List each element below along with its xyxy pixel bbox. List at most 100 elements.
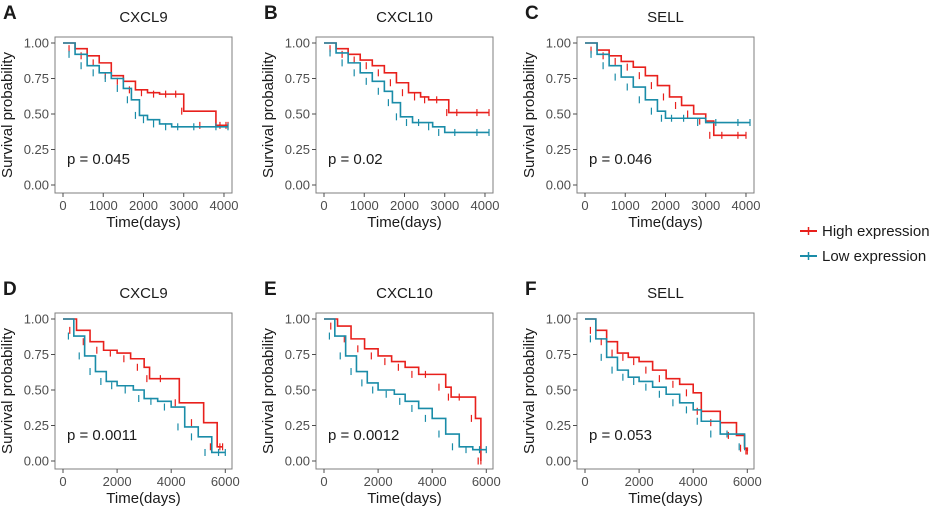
x-tick-label: 0 (320, 474, 327, 489)
y-tick-label: 0.50 (24, 383, 49, 398)
p-value-a: p = 0.045 (67, 151, 130, 168)
y-tick-label: 0.75 (285, 71, 310, 86)
y-tick-label: 1.00 (285, 312, 310, 327)
survival-curve-low-d (63, 318, 226, 454)
panel-title-b: CXCL10 (376, 9, 433, 26)
legend-item-high: High expression (800, 223, 930, 240)
y-axis-title-b: Survival probability (260, 52, 277, 178)
panel-title-a: CXCL9 (119, 9, 167, 26)
y-tick-label: 1.00 (546, 312, 571, 327)
y-tick-label: 1.00 (285, 36, 310, 51)
x-axis-title-a: Time(days) (106, 214, 180, 231)
y-tick-label: 0.00 (24, 178, 49, 193)
p-value-d: p = 0.0011 (67, 427, 137, 444)
survival-curve-low-a (63, 42, 228, 128)
x-axis-title-e: Time(days) (367, 490, 441, 507)
panel-letter-d: D (3, 279, 17, 300)
survival-curve-low-b (324, 42, 489, 134)
x-tick-label: 2000 (651, 198, 680, 213)
y-axis-title-f: Survival probability (521, 328, 538, 454)
x-tick-label: 2000 (390, 198, 419, 213)
y-tick-label: 0.75 (285, 347, 310, 362)
legend: High expression Low expression (800, 223, 930, 265)
panel-e: E CXCL10 0.00 0.25 0.50 0.75 1.00 0 2000 4000 6000… (260, 279, 501, 507)
y-tick-label: 1.00 (24, 312, 49, 327)
y-tick-label: 0.75 (24, 347, 49, 362)
y-tick-label: 0.00 (285, 178, 310, 193)
x-tick-label: 2000 (129, 198, 158, 213)
x-tick-label: 2000 (625, 474, 654, 489)
panels: A CXCL9 0.00 0.25 0.50 0.75 1.00 0 1000 2000 3000 4… (0, 3, 762, 507)
survival-curve-high-f (585, 318, 749, 452)
x-tick-label: 6000 (733, 474, 762, 489)
y-tick-label: 0.25 (546, 418, 571, 433)
y-tick-label: 0.25 (24, 142, 49, 157)
survival-curve-high-e (324, 318, 482, 461)
panel-title-f: SELL (647, 285, 684, 302)
y-axis-title-c: Survival probability (521, 52, 538, 178)
y-tick-label: 0.25 (24, 418, 49, 433)
panel-c: C SELL 0.00 0.25 0.50 0.75 1.00 0 1000 2000 3000 40… (521, 3, 760, 231)
survival-curve-low-f (585, 318, 746, 447)
y-tick-label: 0.00 (285, 454, 310, 469)
panel-letter-b: B (264, 3, 278, 24)
x-tick-label: 4000 (210, 198, 239, 213)
x-tick-label: 0 (59, 474, 66, 489)
y-tick-label: 0.25 (546, 142, 571, 157)
panel-letter-c: C (525, 3, 539, 24)
y-tick-label: 1.00 (546, 36, 571, 51)
y-tick-label: 0.50 (24, 107, 49, 122)
x-axis-title-d: Time(days) (106, 490, 180, 507)
plot-area-b (315, 36, 494, 194)
legend-label-low: Low expression (822, 248, 926, 265)
x-axis-title-f: Time(days) (628, 490, 702, 507)
p-value-e: p = 0.0012 (328, 427, 399, 444)
survival-curve-high-d (63, 318, 223, 448)
y-tick-label: 0.25 (285, 418, 310, 433)
x-tick-label: 1000 (611, 198, 640, 213)
panel-title-e: CXCL10 (376, 285, 433, 302)
panel-letter-f: F (525, 279, 537, 300)
x-tick-label: 1000 (89, 198, 118, 213)
x-tick-label: 6000 (472, 474, 501, 489)
y-tick-label: 1.00 (24, 36, 49, 51)
panel-d: D CXCL9 0.00 0.25 0.50 0.75 1.00 0 2000 4000 6000 T… (0, 279, 240, 507)
panel-b: B CXCL10 0.00 0.25 0.50 0.75 1.00 0 1000 2000 3000… (260, 3, 499, 231)
y-tick-label: 0.75 (24, 71, 49, 86)
p-value-c: p = 0.046 (589, 151, 652, 168)
x-tick-label: 4000 (679, 474, 708, 489)
y-tick-label: 0.50 (546, 383, 571, 398)
y-tick-label: 0.00 (546, 178, 571, 193)
y-tick-label: 0.50 (285, 383, 310, 398)
y-axis-title-a: Survival probability (0, 52, 16, 178)
x-tick-label: 0 (320, 198, 327, 213)
x-tick-label: 6000 (211, 474, 240, 489)
panel-letter-a: A (3, 3, 17, 24)
x-tick-label: 4000 (471, 198, 500, 213)
panel-title-c: SELL (647, 9, 684, 26)
x-tick-label: 3000 (169, 198, 198, 213)
x-tick-label: 4000 (418, 474, 447, 489)
legend-label-high: High expression (822, 223, 930, 240)
x-tick-label: 4000 (732, 198, 761, 213)
survival-curve-low-e (324, 318, 487, 451)
p-value-b: p = 0.02 (328, 151, 383, 168)
y-tick-label: 0.00 (546, 454, 571, 469)
x-tick-label: 4000 (157, 474, 186, 489)
panel-letter-e: E (264, 279, 277, 300)
x-tick-label: 2000 (364, 474, 393, 489)
x-tick-label: 0 (581, 474, 588, 489)
y-axis-title-d: Survival probability (0, 328, 16, 454)
y-tick-label: 0.75 (546, 347, 571, 362)
x-tick-label: 0 (581, 198, 588, 213)
legend-item-low: Low expression (800, 248, 926, 265)
p-value-f: p = 0.053 (589, 427, 652, 444)
panel-f: F SELL 0.00 0.25 0.50 0.75 1.00 0 2000 4000 6000 Ti… (521, 279, 762, 507)
x-tick-label: 2000 (103, 474, 132, 489)
y-tick-label: 0.00 (24, 454, 49, 469)
x-tick-label: 0 (59, 198, 66, 213)
panel-a: A CXCL9 0.00 0.25 0.50 0.75 1.00 0 1000 2000 3000 4… (0, 3, 238, 231)
y-tick-label: 0.25 (285, 142, 310, 157)
survival-curve-low-c (585, 42, 750, 124)
